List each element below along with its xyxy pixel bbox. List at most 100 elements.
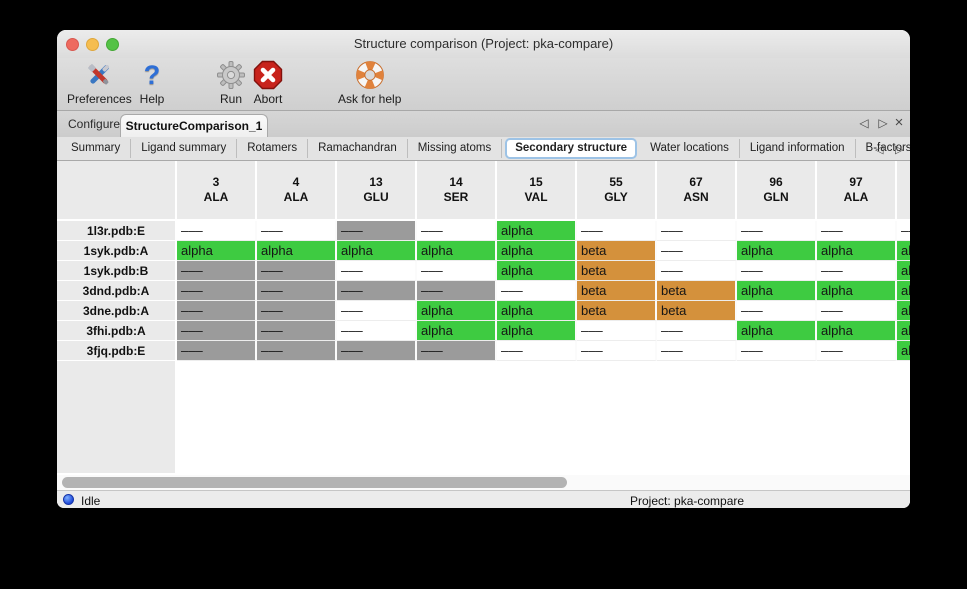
table-cell[interactable]: alpha: [737, 321, 817, 341]
table-cell[interactable]: –––: [337, 261, 417, 281]
table-cell[interactable]: beta: [657, 281, 737, 301]
table-cell[interactable]: –––: [817, 261, 897, 281]
tab-summary[interactable]: Summary: [61, 139, 132, 158]
table-cell[interactable]: –––: [657, 221, 737, 241]
table-cell[interactable]: –––: [417, 341, 497, 361]
table-cell[interactable]: alpha: [497, 321, 577, 341]
table-cell[interactable]: –––: [657, 261, 737, 281]
tab-ligand-summary[interactable]: Ligand summary: [131, 139, 238, 158]
table-cell[interactable]: –––: [257, 301, 337, 321]
table-cell[interactable]: alpha: [817, 281, 897, 301]
table-cell[interactable]: –––: [817, 221, 897, 241]
row-label[interactable]: 1l3r.pdb:E: [57, 221, 177, 241]
table-cell[interactable]: –––: [497, 341, 577, 361]
table-cell[interactable]: alpha: [897, 281, 910, 301]
table-cell[interactable]: –––: [737, 341, 817, 361]
table-cell[interactable]: –––: [257, 341, 337, 361]
table-cell[interactable]: –––: [737, 301, 817, 321]
table-cell[interactable]: alpha: [497, 221, 577, 241]
table-cell[interactable]: beta: [657, 301, 737, 321]
table-cell[interactable]: alpha: [497, 241, 577, 261]
table-cell[interactable]: alpha: [417, 301, 497, 321]
tab-configure[interactable]: Configure: [68, 117, 121, 131]
preferences-button[interactable]: Preferences: [67, 59, 132, 106]
tab-b-factors[interactable]: B-factors: [856, 139, 910, 158]
table-cell[interactable]: alpha: [817, 241, 897, 261]
title-bar[interactable]: Structure comparison (Project: pka-compa…: [57, 30, 910, 58]
table-cell[interactable]: –––: [257, 261, 337, 281]
table-cell[interactable]: –––: [257, 221, 337, 241]
table-cell[interactable]: beta: [577, 261, 657, 281]
table-cell[interactable]: –––: [337, 221, 417, 241]
table-cell[interactable]: alpha: [257, 241, 337, 261]
table-cell[interactable]: alpha: [897, 241, 910, 261]
ask-for-help-button[interactable]: Ask for help: [338, 59, 401, 106]
table-cell[interactable]: –––: [177, 341, 257, 361]
row-label[interactable]: 3fjq.pdb:E: [57, 341, 177, 361]
table-cell[interactable]: –––: [177, 281, 257, 301]
table-cell[interactable]: –––: [257, 281, 337, 301]
table-cell[interactable]: –––: [897, 221, 910, 241]
table-cell[interactable]: alpha: [737, 241, 817, 261]
table-cell[interactable]: alpha: [817, 321, 897, 341]
table-cell[interactable]: alpha: [337, 241, 417, 261]
table-cell[interactable]: alpha: [897, 341, 910, 361]
table-cell[interactable]: –––: [817, 301, 897, 321]
help-button[interactable]: ? Help: [136, 59, 168, 106]
table-cell[interactable]: beta: [577, 241, 657, 261]
table-cell[interactable]: –––: [577, 341, 657, 361]
tab-secondary-structure[interactable]: Secondary structure: [505, 138, 638, 159]
row-label[interactable]: 3dne.pdb:A: [57, 301, 177, 321]
tab-missing-atoms[interactable]: Missing atoms: [408, 139, 503, 158]
tab-structure-comparison-1[interactable]: StructureComparison_1: [120, 114, 268, 137]
table-cell[interactable]: alpha: [417, 241, 497, 261]
table-cell[interactable]: –––: [417, 261, 497, 281]
table-cell[interactable]: –––: [257, 321, 337, 341]
table-cell[interactable]: alpha: [177, 241, 257, 261]
row-label[interactable]: 1syk.pdb:B: [57, 261, 177, 281]
tab-rotamers[interactable]: Rotamers: [237, 139, 309, 158]
table-cell[interactable]: –––: [657, 341, 737, 361]
tab-ligand-information[interactable]: Ligand information: [740, 139, 856, 158]
table-cell[interactable]: –––: [177, 261, 257, 281]
table-cell[interactable]: –––: [817, 341, 897, 361]
table-cell[interactable]: –––: [657, 321, 737, 341]
table-cell[interactable]: –––: [177, 301, 257, 321]
tab-close-icon[interactable]: ×: [894, 114, 904, 131]
tab-ramachandran[interactable]: Ramachandran: [308, 139, 408, 158]
horizontal-scrollbar-thumb[interactable]: [62, 477, 567, 488]
horizontal-scrollbar[interactable]: [57, 475, 910, 490]
row-label[interactable]: 1syk.pdb:A: [57, 241, 177, 261]
table-cell[interactable]: alpha: [417, 321, 497, 341]
table-cell[interactable]: beta: [577, 301, 657, 321]
table-cell[interactable]: –––: [337, 321, 417, 341]
minimize-window-button[interactable]: [86, 38, 99, 51]
table-cell[interactable]: –––: [177, 221, 257, 241]
table-cell[interactable]: alpha: [497, 261, 577, 281]
tab-next-icon[interactable]: ▷: [878, 116, 888, 130]
table-cell[interactable]: –––: [337, 301, 417, 321]
table-cell[interactable]: –––: [737, 261, 817, 281]
table-cell[interactable]: –––: [577, 221, 657, 241]
table-cell[interactable]: alpha: [737, 281, 817, 301]
subtab-prev-icon[interactable]: ◁: [875, 144, 884, 156]
tab-prev-icon[interactable]: ◁: [859, 116, 869, 130]
table-cell[interactable]: alpha: [897, 261, 910, 281]
table-cell[interactable]: –––: [177, 321, 257, 341]
table-cell[interactable]: –––: [577, 321, 657, 341]
row-label[interactable]: 3fhi.pdb:A: [57, 321, 177, 341]
table-cell[interactable]: –––: [337, 341, 417, 361]
table-cell[interactable]: –––: [657, 241, 737, 261]
table-cell[interactable]: –––: [497, 281, 577, 301]
zoom-window-button[interactable]: [106, 38, 119, 51]
table-cell[interactable]: alpha: [497, 301, 577, 321]
tab-water-locations[interactable]: Water locations: [640, 139, 740, 158]
table-cell[interactable]: –––: [737, 221, 817, 241]
table-cell[interactable]: –––: [337, 281, 417, 301]
subtab-next-icon[interactable]: ▷: [895, 144, 904, 156]
table-cell[interactable]: alpha: [897, 321, 910, 341]
row-label[interactable]: 3dnd.pdb:A: [57, 281, 177, 301]
run-button[interactable]: Run: [215, 59, 247, 106]
table-cell[interactable]: –––: [417, 221, 497, 241]
close-window-button[interactable]: [66, 38, 79, 51]
